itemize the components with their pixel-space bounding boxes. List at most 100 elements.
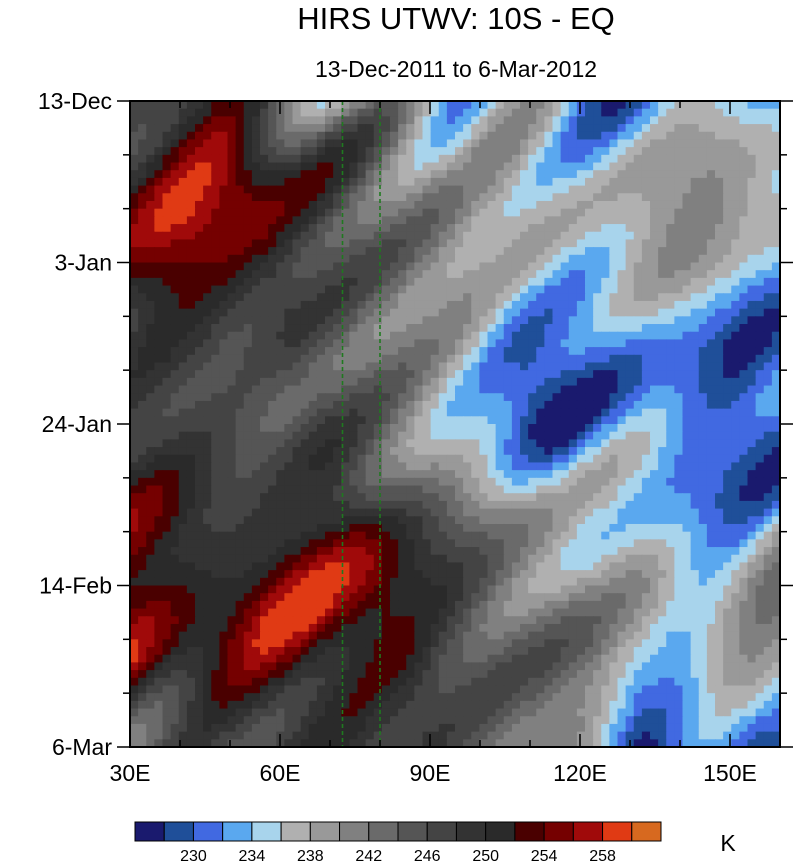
heatmap-cell <box>243 231 253 241</box>
heatmap-cell <box>455 500 464 510</box>
heatmap-cell <box>381 101 391 110</box>
heatmap-cell <box>406 347 415 356</box>
heatmap-cell <box>682 523 692 533</box>
heatmap-cell <box>300 331 310 341</box>
heatmap-cell <box>211 162 220 171</box>
heatmap-cell <box>260 531 269 540</box>
heatmap-cell <box>455 400 464 410</box>
heatmap-cell <box>520 500 529 510</box>
heatmap-cell <box>211 531 220 540</box>
heatmap-cell <box>674 393 684 402</box>
heatmap-cell <box>771 231 780 241</box>
heatmap-cell <box>650 562 659 571</box>
heatmap-cell <box>349 139 359 148</box>
heatmap-cell <box>406 185 415 194</box>
heatmap-cell <box>495 408 505 417</box>
heatmap-cell <box>251 477 261 487</box>
heatmap-cell <box>520 531 529 540</box>
heatmap-cell <box>593 101 602 110</box>
heatmap-cell <box>251 101 261 110</box>
heatmap-cell <box>463 485 472 494</box>
heatmap-cell <box>268 485 277 494</box>
heatmap-cell <box>438 285 448 294</box>
heatmap-cell <box>398 562 407 571</box>
heatmap-cell <box>666 377 675 387</box>
heatmap-cell <box>650 539 659 548</box>
heatmap-cell <box>414 370 424 379</box>
heatmap-cell <box>243 370 253 379</box>
heatmap-cell <box>316 447 326 456</box>
heatmap-cell <box>357 439 367 448</box>
heatmap-cell <box>406 431 415 440</box>
heatmap-cell <box>170 470 180 479</box>
heatmap-cell <box>487 124 497 133</box>
heatmap-cell <box>357 408 367 417</box>
heatmap-cell <box>325 523 334 533</box>
heatmap-cell <box>154 124 164 133</box>
heatmap-cell <box>357 247 367 256</box>
heatmap-cell <box>698 162 708 171</box>
heatmap-cell <box>130 154 139 164</box>
heatmap-cell <box>300 139 310 148</box>
heatmap-cell <box>609 547 619 556</box>
heatmap-cell <box>268 170 277 179</box>
heatmap-cell <box>211 277 220 287</box>
heatmap-cell <box>308 508 318 517</box>
heatmap-cell <box>341 362 350 371</box>
heatmap-cell <box>260 139 269 148</box>
heatmap-cell <box>739 354 749 364</box>
heatmap-cell <box>414 247 424 256</box>
heatmap-cell <box>723 470 732 479</box>
heatmap-cell <box>162 108 172 117</box>
heatmap-cell <box>487 277 497 287</box>
heatmap-cell <box>422 477 432 487</box>
heatmap-cell <box>706 101 716 110</box>
heatmap-cell <box>422 224 432 233</box>
heatmap-cell <box>455 277 464 287</box>
heatmap-cell <box>666 170 675 179</box>
heatmap-cell <box>528 124 537 133</box>
heatmap-cell <box>373 324 383 333</box>
heatmap-cell <box>771 408 780 417</box>
heatmap-cell <box>260 500 269 510</box>
heatmap-cell <box>170 239 180 248</box>
heatmap-cell <box>138 562 147 571</box>
heatmap-cell <box>219 408 229 417</box>
heatmap-cell <box>609 131 619 141</box>
heatmap-cell <box>755 293 765 302</box>
heatmap-cell <box>365 231 375 241</box>
heatmap-cell <box>438 316 448 325</box>
heatmap-cell <box>690 439 700 448</box>
heatmap-cell <box>357 539 367 548</box>
heatmap-cell <box>154 308 164 317</box>
heatmap-cell <box>243 462 253 471</box>
heatmap-cell <box>698 462 708 471</box>
heatmap-cell <box>715 277 724 287</box>
heatmap-cell <box>520 170 529 179</box>
heatmap-cell <box>130 508 139 517</box>
heatmap-cell <box>325 431 334 440</box>
heatmap-cell <box>487 508 497 517</box>
heatmap-cell <box>585 162 594 171</box>
heatmap-cell <box>349 385 359 394</box>
heatmap-cell <box>446 308 456 317</box>
heatmap-cell <box>438 162 448 171</box>
heatmap-cell <box>674 470 684 479</box>
heatmap-cell <box>528 200 537 210</box>
heatmap-cell <box>219 523 229 533</box>
heatmap-cell <box>300 439 310 448</box>
heatmap-cell <box>609 347 619 356</box>
heatmap-cell <box>308 262 318 271</box>
heatmap-cell <box>463 454 472 464</box>
heatmap-cell <box>690 324 700 333</box>
heatmap-cell <box>170 462 180 471</box>
heatmap-cell <box>560 516 570 525</box>
heatmap-cell <box>568 108 578 117</box>
heatmap-cell <box>503 324 513 333</box>
heatmap-cell <box>154 493 164 502</box>
heatmap-cell <box>706 200 716 210</box>
heatmap-cell <box>333 370 342 379</box>
heatmap-cell <box>422 208 432 217</box>
heatmap-cell <box>186 370 196 379</box>
heatmap-cell <box>463 554 472 564</box>
